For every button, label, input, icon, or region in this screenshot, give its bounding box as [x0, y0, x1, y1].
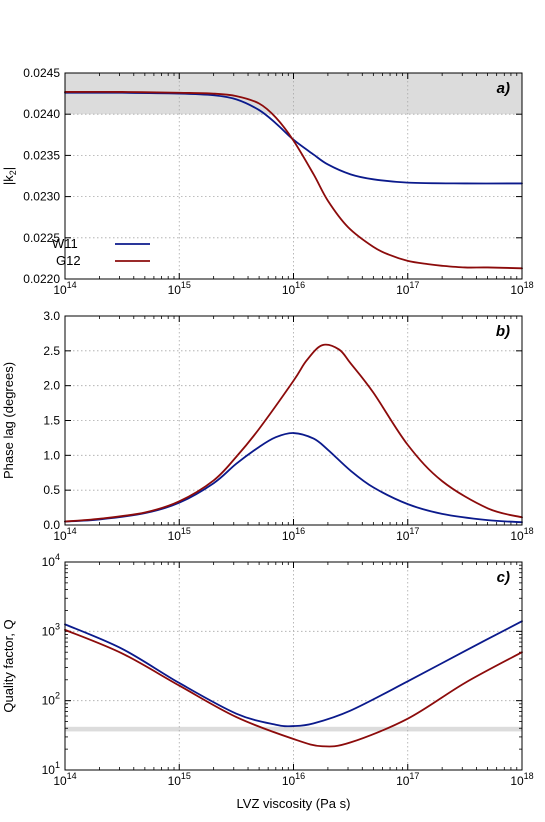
series-line-w11	[64, 620, 523, 728]
x-tick-label: 1018	[510, 280, 533, 297]
x-tick-label: 1015	[168, 526, 191, 543]
y-tick-label: 2.5	[43, 344, 60, 358]
x-tick-label: 1016	[282, 280, 305, 297]
panel-label: a)	[497, 80, 510, 97]
y-tick-label: 0.0245	[23, 66, 60, 80]
y-tick-label: 0.0220	[23, 272, 60, 286]
y-tick-label: 101	[42, 760, 60, 777]
series-line-g12	[64, 628, 523, 748]
panel-a: 1014 1015 1016 1017 1018 0.0220 0.0225 0.0230 0.…	[1, 66, 534, 297]
y-tick-label: 104	[42, 552, 60, 569]
plot-frame	[64, 72, 523, 280]
plot-frame	[64, 561, 523, 771]
legend-label: W11	[52, 236, 78, 251]
y-axis-title: Phase lag (degrees)	[1, 362, 16, 479]
x-tick-label: 1018	[510, 526, 533, 543]
y-tick-label: 0.0230	[23, 190, 60, 204]
panel-c: 1014 1015 1016 1017 1018 101 102 103 104 c) Qualit…	[1, 552, 534, 811]
legend-label: G12	[56, 253, 81, 268]
panel-label: c)	[497, 569, 510, 586]
y-tick-label: 0.0225	[23, 231, 60, 245]
y-tick-label: 2.0	[43, 379, 60, 393]
y-tick-label: 103	[42, 621, 60, 638]
x-tick-label: 1014	[53, 771, 76, 788]
x-tick-label: 1014	[53, 280, 76, 297]
x-tick-label: 1016	[282, 771, 305, 788]
y-tick-label: 1.0	[43, 448, 60, 462]
y-tick-label: 102	[42, 691, 60, 708]
y-tick-label: 0.0	[43, 518, 60, 532]
x-tick-label: 1015	[168, 280, 191, 297]
x-tick-label: 1017	[396, 771, 419, 788]
panel-b: 1014 1015 1016 1017 1018 0.0 0.5 1.0 1.5 2.0 2.5 3.…	[1, 309, 534, 543]
y-tick-label: 3.0	[43, 309, 60, 323]
x-tick-label: 1016	[282, 526, 305, 543]
plot-frame	[64, 315, 523, 526]
x-tick-label: 1014	[53, 526, 76, 543]
series-line-g12	[64, 343, 523, 523]
x-tick-label: 1017	[396, 526, 419, 543]
series-line-g12	[64, 90, 523, 270]
y-axis-title: Quality factor, Q	[1, 619, 16, 712]
y-tick-label: 0.0235	[23, 148, 60, 162]
x-axis-title: LVZ viscosity (Pa s)	[237, 796, 351, 811]
x-tick-label: 1015	[168, 771, 191, 788]
x-tick-label: 1018	[510, 771, 533, 788]
shaded-band	[65, 726, 522, 732]
y-tick-label: 1.5	[43, 414, 60, 428]
x-tick-label: 1017	[396, 280, 419, 297]
y-tick-label: 0.5	[43, 483, 60, 497]
panel-label: b)	[496, 323, 510, 340]
y-tick-label: 0.0240	[23, 107, 60, 121]
y-axis-title: |k2|	[1, 167, 18, 185]
series-line-w11	[64, 432, 523, 524]
